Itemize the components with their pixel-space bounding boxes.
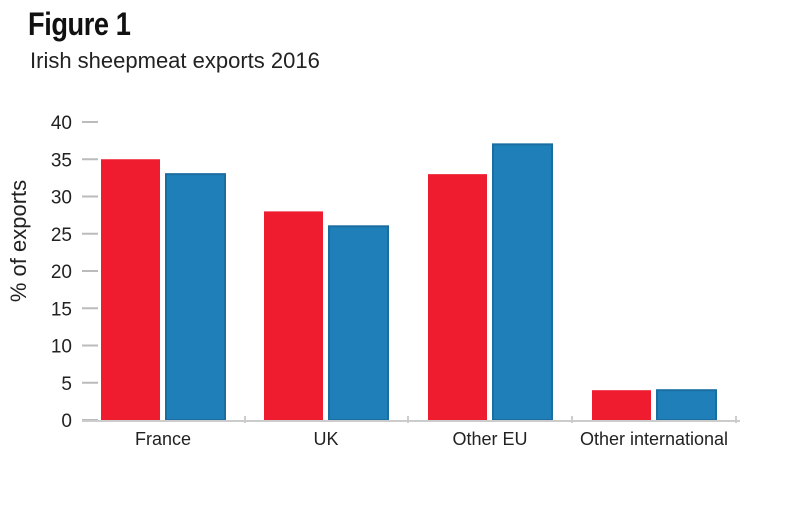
y-tick-label: 20 [51, 262, 72, 283]
x-axis: France UK Other EU Other international [82, 416, 740, 449]
bars [101, 143, 717, 422]
bar-series-blue-other-international [656, 389, 717, 422]
y-tick-label: 5 [61, 374, 72, 395]
y-tick-label: 15 [51, 299, 72, 320]
y-tick-label: 35 [51, 150, 72, 171]
y-axis: 0 5 10 15 20 25 30 35 40 [51, 113, 98, 432]
x-tick-label: France [135, 429, 191, 449]
bar-series-blue-uk [328, 225, 389, 421]
y-tick-label: 25 [51, 225, 72, 246]
bar-series-blue-france [165, 173, 226, 421]
y-tick-label: 0 [61, 411, 72, 432]
bar-series-red-other-international [592, 390, 651, 420]
chart-subtitle: Irish sheepmeat exports 2016 [30, 48, 320, 73]
bar-series-red-uk [264, 211, 323, 420]
x-tick-label: Other international [580, 429, 728, 449]
bar-series-red-france [101, 159, 160, 420]
y-tick-label: 40 [51, 113, 72, 134]
x-tick-label: Other EU [452, 429, 527, 449]
y-axis-label: % of exports [6, 180, 31, 302]
bar-series-blue-other-eu [492, 143, 553, 421]
x-tick-label: UK [313, 429, 338, 449]
bar-series-red-other-eu [428, 174, 487, 420]
y-tick-label: 10 [51, 337, 72, 358]
chart-title: Figure 1 [28, 6, 131, 42]
y-tick-label: 30 [51, 188, 72, 209]
